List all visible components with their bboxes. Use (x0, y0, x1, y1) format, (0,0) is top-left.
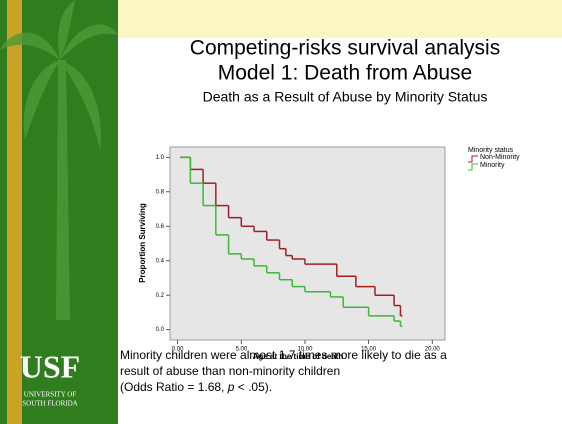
y-tick-label: 0.4 (156, 258, 165, 264)
y-tick-label: 0.8 (156, 189, 165, 195)
y-axis-label: Proportion Surviving (138, 203, 147, 283)
y-tick-label: 0.2 (156, 293, 165, 299)
logo-name: USF (20, 348, 80, 384)
logo-line: UNIVERSITY OF (24, 391, 77, 399)
top-band (118, 0, 562, 38)
caption: (Odds Ratio = 1.68, p < .05). (120, 380, 272, 394)
x-tick-label: 20.00 (425, 347, 441, 353)
x-axis-label: Age at the time of death (253, 352, 344, 361)
x-tick-label: 15.00 (361, 347, 377, 353)
legend-label: Minority (480, 162, 505, 169)
logo-line: SOUTH FLORIDA (22, 400, 77, 408)
plot-area (170, 147, 445, 340)
legend-title: Minority status (468, 147, 514, 154)
legend-label: Non-Minority (480, 154, 520, 161)
y-tick-label: 0.0 (156, 327, 165, 333)
slide-subtitle: Death as a Result of Abuse by Minority S… (203, 89, 488, 105)
slide-title: Competing-risks survival analysis (190, 37, 500, 60)
x-tick-label: 0.00 (172, 347, 184, 353)
x-tick-label: 5.00 (235, 347, 247, 353)
caption: result of abuse than non-minority childr… (120, 364, 340, 378)
x-tick-label: 10.00 (297, 347, 313, 353)
y-tick-label: 1.0 (156, 155, 165, 161)
y-tick-label: 0.6 (156, 224, 165, 230)
slide-title: Model 1: Death from Abuse (218, 62, 472, 85)
slide: USF UNIVERSITY OF SOUTH FLORIDA Competin… (0, 0, 562, 424)
